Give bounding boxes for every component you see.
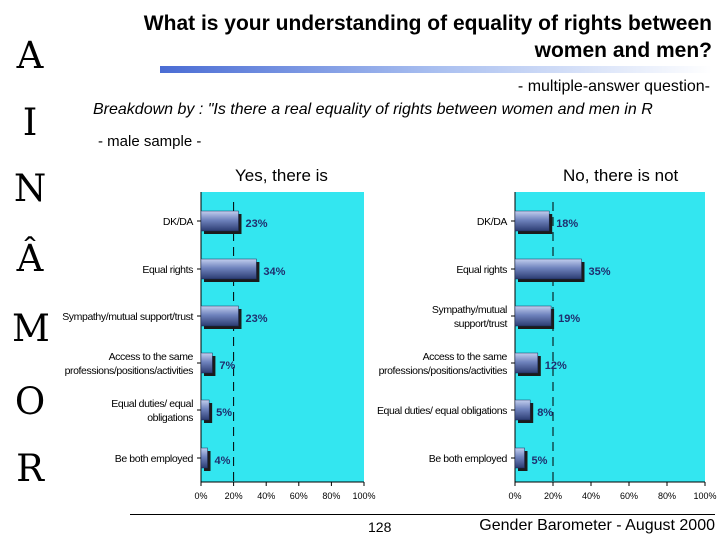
value-label: 19% [558, 313, 580, 325]
value-label: 12% [545, 360, 567, 372]
value-label: 34% [263, 266, 285, 278]
value-label: 4% [215, 455, 231, 467]
country-name-vertical: R O M Â N I A [0, 0, 60, 540]
plot-area [201, 192, 364, 482]
bar [200, 352, 213, 374]
bar [514, 399, 531, 421]
x-tick-label: 40% [582, 491, 600, 501]
page-title: What is your understanding of equality o… [143, 12, 712, 62]
chart-no-there-is-not: 0% 20% 40% 60% 80% 100% 18% DK/DA 35% Equal right… [377, 192, 717, 501]
x-tick-label: 100% [693, 491, 716, 501]
x-tick-label: 80% [322, 491, 340, 501]
value-label: 7% [219, 360, 235, 372]
category-label: Equal rights [142, 264, 193, 276]
x-tick-label: 80% [658, 491, 676, 501]
x-tick-label: 0% [508, 491, 521, 501]
bar [514, 352, 539, 374]
chart-title-yes: Yes, there is [235, 166, 328, 185]
x-tick-label: 20% [225, 491, 243, 501]
value-label: 8% [537, 407, 553, 419]
x-tick-label: 20% [544, 491, 562, 501]
x-tick-label: 100% [352, 491, 375, 501]
page-number: 128 [368, 519, 392, 535]
title-underline-bar [160, 66, 712, 73]
sample-label: - male sample - [98, 133, 202, 150]
country-letter: R [16, 447, 44, 490]
question-type: - multiple-answer question- [517, 78, 710, 95]
bar [200, 305, 239, 327]
bar [514, 210, 550, 232]
category-label: Equal rights [456, 264, 507, 276]
category-label: DK/DA [477, 216, 507, 228]
category-label: Be both employed [429, 453, 508, 465]
category-label: Equal duties/ equal obligations [111, 398, 193, 424]
country-letter: M [12, 307, 50, 350]
category-label: Equal duties/ equal obligations [377, 405, 507, 417]
category-label: DK/DA [163, 216, 193, 228]
value-label: 23% [245, 218, 267, 230]
value-label: 35% [589, 266, 611, 278]
x-tick-label: 0% [194, 491, 207, 501]
plot-area [515, 192, 705, 482]
bar [514, 258, 582, 280]
bar [514, 305, 552, 327]
category-label: Access to the same professions/positions/… [65, 351, 194, 377]
x-tick-label: 60% [620, 491, 638, 501]
x-tick-label: 40% [257, 491, 275, 501]
country-letter: O [14, 380, 46, 423]
country-letter: Â [16, 237, 44, 280]
category-label: Sympathy/mutual support/trust [62, 311, 193, 323]
bar [200, 258, 257, 280]
value-label: 5% [216, 407, 232, 419]
chart-title-no: No, there is not [563, 166, 679, 185]
value-label: 5% [532, 455, 548, 467]
category-label: Be both employed [115, 453, 194, 465]
bar [200, 447, 208, 469]
bar [514, 447, 525, 469]
category-label: Sympathy/mutual support/trust [432, 304, 508, 330]
value-label: 18% [556, 218, 578, 230]
chart-yes-there-is: 0% 20% 40% 60% 80% 100% 23% DK/DA 34% Equal right… [62, 192, 376, 501]
footer-rule [130, 514, 715, 515]
category-label: Access to the same professions/positions/… [379, 351, 508, 377]
bar [200, 399, 210, 421]
breakdown-text: Breakdown by : "Is there a real equality… [93, 101, 653, 118]
country-letter: N [13, 167, 47, 210]
footer-text: Gender Barometer - August 2000 [479, 517, 715, 534]
bar [200, 210, 239, 232]
value-label: 23% [245, 313, 267, 325]
country-letter: I [22, 101, 38, 144]
country-letter: A [16, 34, 44, 77]
x-tick-label: 60% [290, 491, 308, 501]
